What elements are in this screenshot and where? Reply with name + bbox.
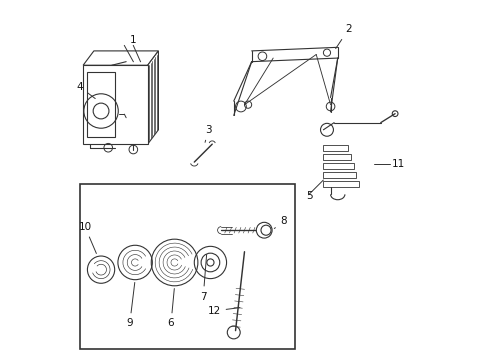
Polygon shape <box>83 65 147 144</box>
Bar <box>323 145 347 151</box>
Text: 8: 8 <box>274 216 286 229</box>
Text: 1: 1 <box>130 35 136 45</box>
Text: 3: 3 <box>204 125 211 142</box>
Text: 7: 7 <box>200 255 206 302</box>
Text: 4: 4 <box>76 82 95 99</box>
Text: 2: 2 <box>335 24 351 49</box>
Polygon shape <box>147 51 158 144</box>
Bar <box>323 163 353 169</box>
Text: 12: 12 <box>207 306 240 316</box>
Bar <box>86 72 115 137</box>
Circle shape <box>256 222 271 238</box>
Polygon shape <box>83 51 158 65</box>
Bar <box>323 154 350 160</box>
Text: 5: 5 <box>305 191 312 201</box>
Text: 9: 9 <box>126 283 135 328</box>
Text: 6: 6 <box>167 289 174 328</box>
Bar <box>323 172 356 178</box>
Text: 10: 10 <box>78 222 96 253</box>
Text: 11: 11 <box>391 159 404 169</box>
Bar <box>323 181 359 187</box>
Bar <box>80 184 294 348</box>
